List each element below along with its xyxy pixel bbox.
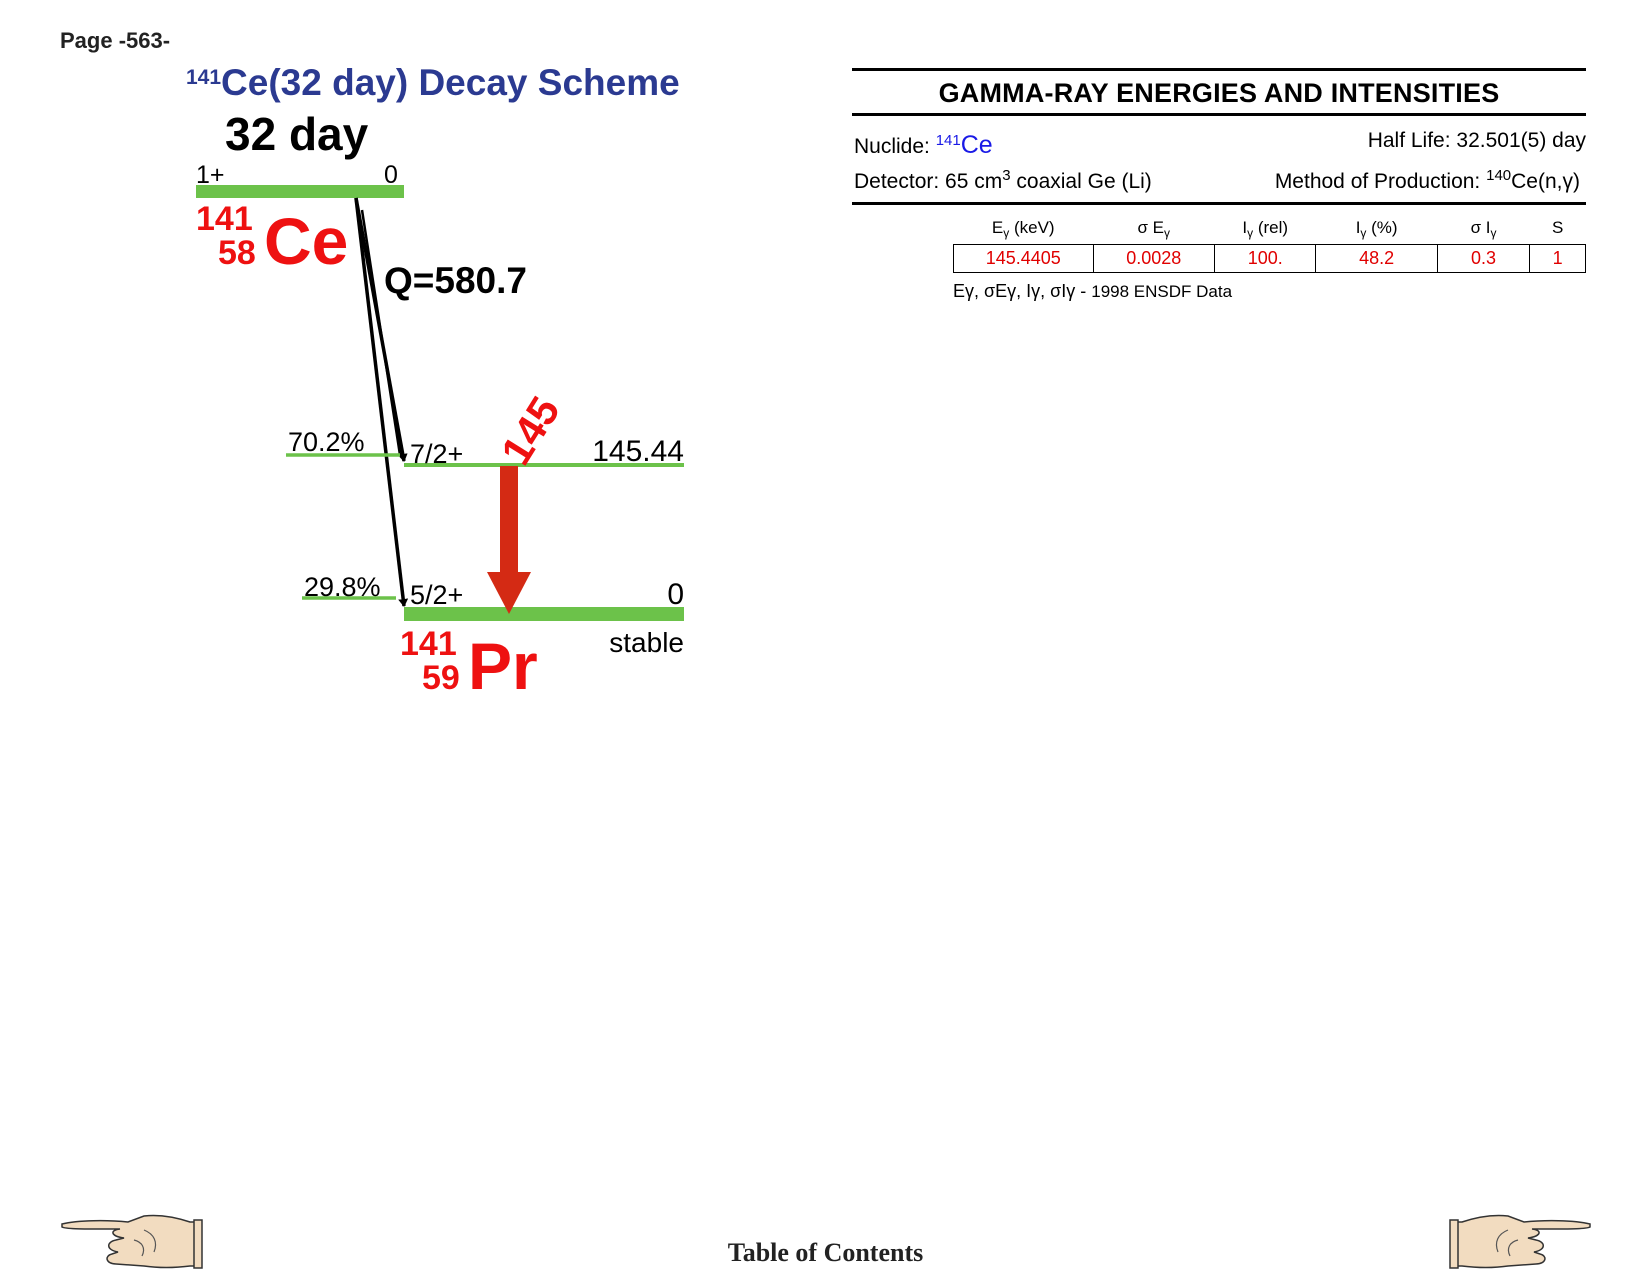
parent-spin: 1+	[196, 161, 225, 189]
daughter-symbol: Pr	[468, 629, 538, 703]
table-of-contents-link[interactable]: Table of Contents	[727, 1238, 924, 1267]
gamma-arrow-head	[487, 572, 531, 614]
decay-scheme-title: 141Ce(32 day) Decay Scheme	[186, 62, 680, 104]
title-mass-number: 141	[186, 66, 222, 89]
q-value: Q=580.7	[384, 260, 527, 301]
daughter-mass-number: 141	[400, 625, 457, 663]
production-prefix: Method of Production:	[1274, 170, 1487, 193]
panel-meta-rule	[852, 202, 1586, 205]
beta-branch-arrow-5-2	[354, 197, 409, 607]
footnote-symbols: Eγ, σEγ, Iγ, σIγ -	[953, 281, 1087, 301]
gamma-table-header: Eγ (keV) σ Eγ Iγ (rel) Iγ (%) σ Iγ S	[954, 213, 1586, 245]
parent-energy: 0	[384, 161, 398, 189]
nuclide-value: 141Ce	[935, 131, 993, 159]
cell-intensity-rel: 100.	[1213, 244, 1317, 273]
cell-intensity-uncertainty: 0.3	[1436, 244, 1531, 273]
title-text: Ce(32 day) Decay Scheme	[221, 62, 680, 103]
detector-suffix: coaxial Ge (Li)	[1010, 170, 1152, 193]
gamma-table: Eγ (keV) σ Eγ Iγ (rel) Iγ (%) σ Iγ S 145…	[953, 213, 1586, 273]
production-field: Method of Production: 140Ce(n,γ)	[1275, 161, 1586, 196]
decay-scheme-diagram: 32 day 1+ 0 141 58 Ce Q=580.7 70.2% 7/2+…	[196, 108, 684, 703]
level-spin-5-2: 5/2+	[410, 580, 463, 610]
level-energy-7-2: 145.44	[592, 435, 684, 468]
page-number: Page -563-	[60, 28, 171, 53]
nuclide-symbol: Ce	[960, 131, 993, 159]
detector-field: Detector: 65 cm3 coaxial Ge (Li)	[854, 161, 1152, 196]
pointing-hand-left-icon[interactable]	[58, 1212, 204, 1270]
panel-title: GAMMA-RAY ENERGIES AND INTENSITIES	[938, 78, 1500, 108]
production-sup: 140	[1486, 167, 1512, 184]
nuclide-label: Nuclide:	[854, 135, 930, 158]
half-life: Half Life: 32.501(5) day	[1367, 129, 1586, 152]
nuclide-field: Nuclide: 141Ce	[854, 126, 993, 161]
level-spin-7-2: 7/2+	[410, 439, 463, 469]
daughter-atomic-number: 59	[422, 659, 460, 697]
col-intensity-pct: Iγ (%)	[1355, 218, 1398, 240]
parent-symbol: Ce	[264, 204, 348, 278]
level-bar-5-2	[404, 607, 684, 621]
cell-intensity-pct: 48.2	[1315, 244, 1438, 273]
parent-mass-number: 141	[196, 200, 253, 238]
col-energy: Eγ (keV)	[991, 218, 1055, 240]
beta-branch-line-secondary	[360, 209, 402, 456]
panel-title-rule	[852, 113, 1586, 116]
production-suffix: Ce(n,γ)	[1511, 170, 1580, 193]
stable-label: stable	[609, 627, 684, 658]
detector-prefix: Detector: 65 cm	[854, 170, 1003, 193]
parent-atomic-number: 58	[218, 234, 256, 272]
table-row: 145.4405 0.0028 100. 48.2 0.3 1	[953, 244, 1586, 273]
detector-sup: 3	[1002, 167, 1011, 184]
branch-percent-7-2: 70.2%	[288, 427, 365, 457]
meta-row-detector: Detector: 65 cm3 coaxial Ge (Li) Method …	[854, 161, 1586, 196]
pointing-hand-right-icon[interactable]	[1448, 1212, 1594, 1270]
table-footnote: Eγ, σEγ, Iγ, σIγ - 1998 ENSDF Data	[953, 281, 1586, 302]
cell-energy: 145.4405	[953, 244, 1094, 273]
level-energy-5-2: 0	[667, 578, 684, 611]
col-s: S	[1551, 218, 1564, 237]
nuclide-mass: 141	[935, 132, 961, 149]
cell-s: 1	[1529, 244, 1586, 273]
meta-row-nuclide: Nuclide: 141Ce Half Life: 32.501(5) day	[854, 126, 1586, 161]
col-intensity-uncertainty: σ Iγ	[1470, 218, 1497, 240]
gamma-arrow-shaft	[500, 466, 518, 574]
panel-top-rule	[852, 68, 1586, 71]
gamma-energy-label: 145	[492, 388, 569, 472]
parent-halflife: 32 day	[225, 108, 369, 160]
footnote-source: 1998 ENSDF Data	[1091, 282, 1233, 301]
col-energy-uncertainty: σ Eγ	[1137, 218, 1171, 240]
cell-energy-uncertainty: 0.0028	[1092, 244, 1215, 273]
parent-level-bar	[196, 185, 404, 198]
col-intensity-rel: Iγ (rel)	[1242, 218, 1289, 240]
branch-percent-5-2: 29.8%	[304, 572, 381, 602]
gamma-ray-panel: GAMMA-RAY ENERGIES AND INTENSITIES Nucli…	[852, 68, 1586, 302]
